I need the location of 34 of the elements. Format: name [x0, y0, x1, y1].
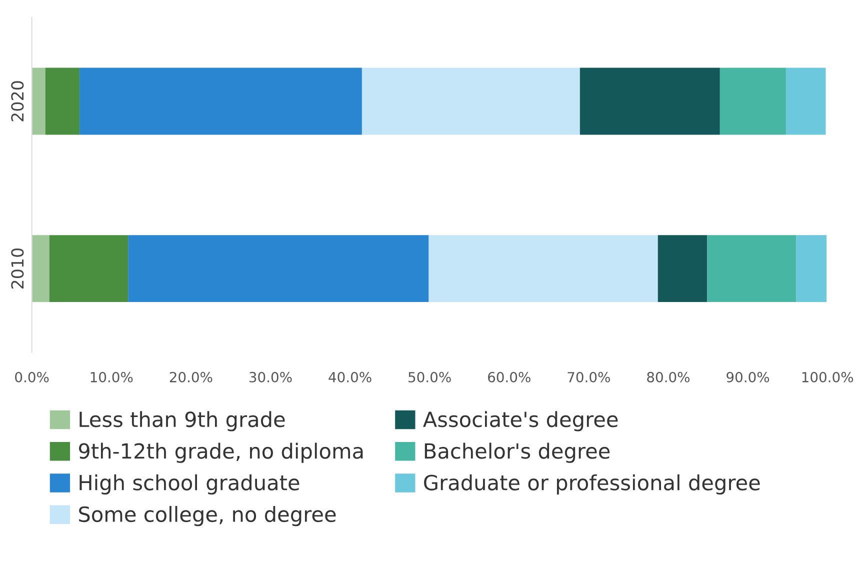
- y-tick-label: 2010: [11, 248, 24, 289]
- x-tick-label: 80.0%: [647, 372, 690, 382]
- bar: [128, 235, 429, 302]
- bar: [80, 68, 362, 135]
- legend-label: Less than 9th grade: [80, 411, 285, 432]
- legend-label: Bachelor's degree: [424, 442, 610, 463]
- bar: [32, 235, 50, 302]
- x-tick-label: 100.0%: [802, 372, 854, 382]
- x-tick-label: 30.0%: [249, 372, 292, 382]
- x-tick-label: 10.0%: [90, 372, 133, 382]
- bar: [49, 235, 128, 302]
- x-tick-label: 90.0%: [726, 372, 770, 382]
- bar: [32, 68, 46, 135]
- bar: [720, 68, 786, 135]
- bar: [428, 235, 658, 302]
- bar: [707, 235, 796, 302]
- y-tick-label: 2020: [11, 81, 24, 122]
- bar: [658, 235, 708, 302]
- x-tick-label: 0.0%: [15, 372, 49, 382]
- x-tick-label: 60.0%: [488, 372, 530, 382]
- bar: [796, 235, 827, 302]
- legend-label: 9th-12th grade, no diploma: [78, 442, 363, 463]
- legend-label: Some college, no degree: [79, 506, 336, 526]
- x-tick-label: 70.0%: [568, 372, 610, 382]
- legend-label: Graduate or professional degree: [424, 474, 760, 495]
- bar: [786, 68, 826, 135]
- legend-label: High school graduate: [80, 474, 300, 495]
- bar: [362, 68, 580, 135]
- x-tick-label: 20.0%: [170, 372, 212, 382]
- x-tick-label: 50.0%: [408, 372, 451, 382]
- legend-label: Associate's degree: [423, 411, 618, 432]
- bar: [580, 68, 720, 135]
- bar: [45, 68, 80, 135]
- x-tick-label: 40.0%: [328, 372, 372, 382]
